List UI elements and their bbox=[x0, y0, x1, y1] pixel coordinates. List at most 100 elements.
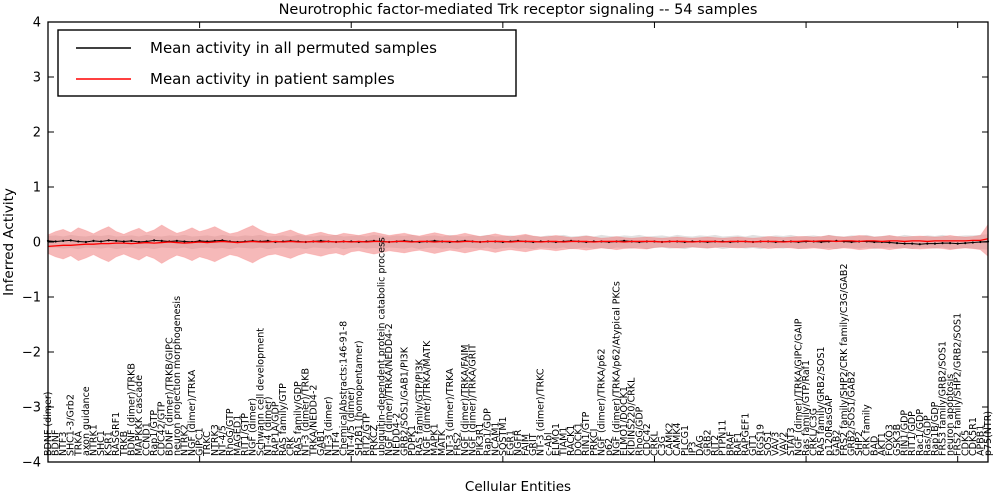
x-tick-label: GRB2/SOS1/GAB1/PI3K bbox=[399, 346, 410, 456]
permuted-marker bbox=[918, 243, 921, 246]
x-tick-label: RIN1/GTP bbox=[581, 411, 592, 456]
permuted-marker bbox=[903, 242, 906, 245]
y-tick-label: 0 bbox=[33, 236, 41, 251]
permuted-marker bbox=[62, 239, 65, 242]
x-tick-label: MAPK1 bbox=[430, 423, 441, 456]
x-tick-label: GRIT bbox=[528, 433, 539, 456]
y-tick-label: 3 bbox=[33, 71, 41, 86]
x-tick-label: neuron apoptosis bbox=[945, 374, 956, 456]
permuted-marker bbox=[99, 240, 103, 243]
y-tick-label: −2 bbox=[22, 346, 41, 361]
y-axis-label: Inferred Activity bbox=[1, 188, 17, 296]
x-tick-label: APBB1 bbox=[975, 425, 986, 456]
x-tick-label: CRKL/C3G bbox=[809, 408, 820, 456]
x-tick-label: BDNF bbox=[51, 430, 62, 456]
permuted-marker bbox=[956, 242, 959, 245]
x-tick-label: SH2B1 (homopentamer) bbox=[354, 340, 365, 456]
x-tick-label: STAT3 bbox=[786, 427, 797, 456]
y-tick-label: −4 bbox=[22, 456, 41, 471]
x-tick-label: BDNF (dimer)/TRKB bbox=[126, 363, 137, 456]
x-tick-label: CAMK4 bbox=[672, 422, 683, 456]
x-tick-label: Ras/GDP bbox=[922, 415, 933, 456]
x-tick-label: Ras family/GTP/Raf1 bbox=[801, 360, 812, 456]
x-tick-label: CRKL bbox=[649, 431, 660, 456]
x-tick-label: RIN1/GDP bbox=[900, 410, 911, 456]
x-tick-label: PRKCZ bbox=[369, 424, 380, 456]
x-tick-label: NGF (dimer)/TRKA/GIPC/GAIP bbox=[793, 318, 804, 456]
x-tick-label: Rap1/GTP bbox=[149, 410, 160, 456]
x-tick-label: FAIM bbox=[521, 434, 532, 456]
permuted-marker bbox=[160, 239, 163, 242]
x-tick-label: RASGRF1 bbox=[111, 412, 122, 456]
x-tick-label: SHC1-3/Grb2 bbox=[66, 394, 77, 456]
x-tick-label: NGF (dimer)/TRKA bbox=[187, 369, 198, 456]
permuted-marker bbox=[964, 242, 967, 245]
x-tick-label: axon guidance bbox=[81, 386, 92, 456]
x-tick-label: VAV3 bbox=[771, 432, 782, 456]
x-tick-label: NGF (dimer)/TRKA/MATK bbox=[422, 340, 433, 456]
x-axis-label: Cellular Entities bbox=[465, 479, 571, 495]
x-tick-label: GIT1 bbox=[748, 434, 759, 456]
x-tick-label: CDK5R1 bbox=[968, 417, 979, 456]
permuted-marker bbox=[933, 242, 937, 245]
x-tick-label: KIDINS220/CRKL bbox=[627, 377, 638, 456]
x-tick-label: RhoG/GTP bbox=[225, 408, 236, 456]
x-tick-label: GAB1 bbox=[316, 430, 327, 456]
x-tick-label: NT-4/5 (dimer) bbox=[346, 387, 357, 456]
x-tick-label: RAPGEF1 bbox=[740, 413, 751, 456]
legend-box bbox=[57, 29, 517, 97]
permuted-marker bbox=[115, 239, 118, 242]
x-tick-label: GRB2 bbox=[703, 429, 714, 456]
x-tick-label: NGF (dimer)/TRKA/NEDD4-2 bbox=[384, 323, 395, 456]
x-tick-label: RAS family/GTP/PI3K bbox=[414, 358, 425, 456]
x-tick-label: BDNF (dimer)/TRKB/GIPC bbox=[164, 337, 175, 456]
x-tick-label: KSR1 bbox=[104, 431, 115, 456]
x-tick-label: RAF1 bbox=[733, 432, 744, 456]
x-tick-label: Schwann cell development bbox=[255, 328, 266, 456]
patient-mean-line bbox=[47, 238, 989, 248]
permuted-marker bbox=[130, 239, 133, 242]
x-tick-label: CRK bbox=[286, 436, 297, 456]
permuted-marker bbox=[69, 239, 72, 242]
x-tick-label: NGF (dimer)/TRKA/FAIM bbox=[460, 345, 471, 457]
y-tick-label: 2 bbox=[33, 126, 41, 141]
x-tick-label: NT-4 (dimer) bbox=[263, 396, 274, 456]
x-tick-label: RAP1A/GDP bbox=[270, 401, 281, 456]
x-tick-label: NEDD4-2 bbox=[392, 413, 403, 456]
x-tick-label: DOCK1 bbox=[574, 422, 585, 456]
permuted-marker bbox=[107, 239, 110, 242]
x-tick-label: RGS19 bbox=[756, 424, 767, 456]
x-tick-label: Rac1/GDP bbox=[915, 409, 926, 456]
x-tick-label: GIPC1 bbox=[195, 427, 206, 456]
x-tick-label: FRS2 bbox=[452, 432, 463, 456]
x-tick-label: SOS1 bbox=[763, 430, 774, 456]
plot-area: BDNF (dimer)BDNFNTF3SHC1-3/Grb2TRKAaxon … bbox=[22, 16, 994, 471]
x-tick-label: AKT1 bbox=[877, 432, 888, 456]
x-tick-label: MAGED1 bbox=[233, 415, 244, 456]
x-tick-label: ubiquitin-dependent protein catabolic pr… bbox=[377, 237, 388, 456]
x-tick-label: RIT2 bbox=[710, 435, 721, 456]
x-tick-label: FRS2 family/SHP2/GRB2/SOS1 bbox=[953, 313, 964, 456]
x-tick-label: RIT1/GTP bbox=[240, 413, 251, 456]
x-tick-label: FOXO3 bbox=[884, 424, 895, 456]
x-tick-label: EGR1 bbox=[505, 430, 516, 456]
x-tick-label: PRKCI bbox=[589, 429, 600, 456]
x-tick-label: NTF4 bbox=[331, 432, 342, 456]
x-tick-label: NGF (dimer)/TRKA/p62 bbox=[596, 348, 607, 456]
x-tick-label: PIK3R1 bbox=[475, 423, 486, 456]
x-tick-label: MATK bbox=[437, 429, 448, 456]
y-tick-label: 4 bbox=[33, 16, 41, 31]
x-tick-label: FRS2 family/SHP2/CRK family/C3G/GAB2 bbox=[839, 264, 850, 457]
x-tick-label: PTPN11 bbox=[718, 420, 729, 456]
x-tick-label: neuron projection morphogenesis bbox=[172, 296, 183, 456]
permuted-marker bbox=[941, 242, 944, 245]
x-tick-label: CRK family bbox=[862, 404, 873, 456]
x-tick-label: NT-3 (dimer)/TRKA bbox=[445, 368, 456, 456]
x-tick-label: NTRK1 bbox=[88, 424, 99, 456]
x-tick-label: c-Abl bbox=[543, 432, 554, 456]
chart-title: Neurotrophic factor-mediated Trk recepto… bbox=[279, 2, 758, 18]
legend: Mean activity in all permuted samples Me… bbox=[57, 29, 517, 97]
legend-label-permuted: Mean activity in all permuted samples bbox=[150, 39, 437, 57]
x-tick-label: RAS family/GDP bbox=[293, 381, 304, 456]
